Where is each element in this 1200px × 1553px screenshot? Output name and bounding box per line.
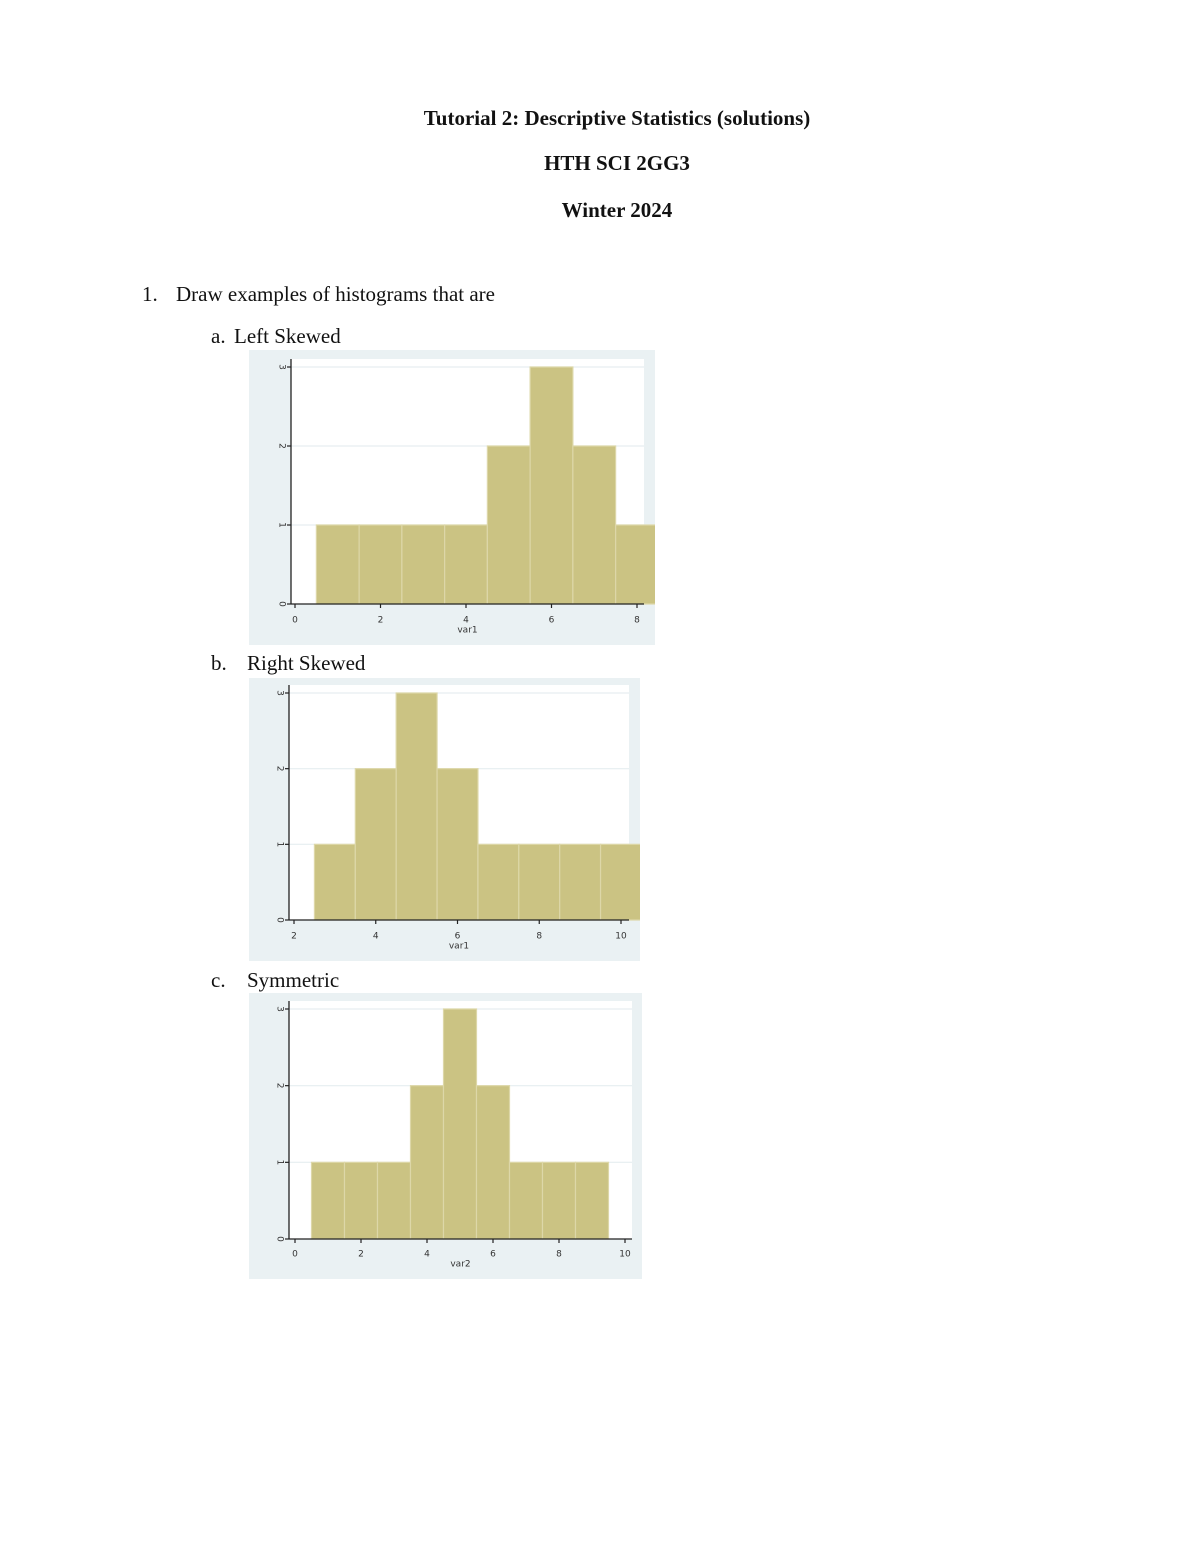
x-axis-label: var1 (457, 626, 477, 636)
x-tick-label: 6 (490, 1250, 496, 1260)
x-tick-label: 6 (549, 616, 555, 626)
y-tick-label: 0 (275, 1236, 285, 1242)
histogram-bar (475, 1085, 511, 1240)
question-number: 1. (142, 282, 158, 306)
histogram-bar (574, 1161, 610, 1240)
histogram-bar (395, 692, 438, 921)
histogram-bar (436, 768, 479, 921)
histogram-bar (508, 1161, 544, 1240)
y-tick-label: 3 (275, 1006, 285, 1012)
histogram-svg: 0 1 2 3 0 2 4 6 8 var1 (277, 359, 655, 636)
x-tick-label: 2 (291, 932, 297, 942)
histogram-bar (541, 1161, 577, 1240)
x-tick-label: 10 (619, 1250, 631, 1260)
term: Winter 2024 (561, 198, 673, 222)
histogram-bar (444, 524, 488, 605)
histogram-bar (354, 768, 397, 921)
histogram-bar (409, 1085, 445, 1240)
x-tick-label: 8 (556, 1250, 562, 1260)
histogram-bar (477, 843, 520, 921)
course-code: HTH SCI 2GG3 (544, 151, 690, 175)
part-a-text: Left Skewed (234, 324, 341, 348)
y-tick-label: 2 (275, 1083, 285, 1089)
part-b-label: b. (211, 651, 227, 675)
question-text: Draw examples of histograms that are (176, 282, 495, 306)
part-b-text: Right Skewed (247, 651, 366, 675)
histogram-symmetric: 0 1 2 3 0 2 4 6 8 10 var2 (249, 993, 642, 1279)
histogram-bar (486, 445, 531, 605)
histogram-bar (313, 843, 356, 921)
y-tick-label: 3 (275, 690, 285, 696)
histogram-bar (358, 524, 403, 605)
histogram-bar (518, 843, 561, 921)
y-tick-label: 1 (277, 522, 287, 528)
y-tick-label: 2 (277, 443, 287, 449)
histogram-bar (559, 843, 602, 921)
y-tick-label: 1 (275, 1159, 285, 1165)
histogram-bar (310, 1161, 346, 1240)
x-tick-label: 4 (373, 932, 379, 942)
y-tick-label: 1 (275, 841, 285, 847)
histogram-svg: 0 1 2 3 0 2 4 6 8 10 var2 (275, 1001, 632, 1270)
part-a-label: a. (211, 324, 226, 348)
histogram-right-skewed: 0 1 2 3 2 4 6 8 10 var1 (249, 678, 640, 961)
x-tick-label: 2 (378, 616, 384, 626)
x-tick-label: 0 (292, 616, 298, 626)
y-tick-label: 2 (275, 766, 285, 772)
x-tick-label: 4 (424, 1250, 430, 1260)
part-c-text: Symmetric (247, 968, 340, 992)
histogram-bar (376, 1161, 412, 1240)
histogram-bar (315, 524, 360, 605)
x-axis-label: var2 (450, 1260, 470, 1270)
x-tick-label: 8 (634, 616, 640, 626)
histogram-bar (442, 1008, 478, 1240)
histogram-left-skewed: 0 1 2 3 0 2 4 6 8 var1 (249, 350, 655, 645)
x-tick-label: 8 (536, 932, 542, 942)
histogram-bar (615, 524, 655, 605)
x-tick-label: 10 (615, 932, 627, 942)
y-tick-label: 0 (275, 917, 285, 923)
x-tick-label: 4 (463, 616, 469, 626)
histogram-bar (529, 366, 574, 605)
histogram-bar (343, 1161, 379, 1240)
y-tick-label: 0 (277, 601, 287, 607)
x-tick-label: 0 (292, 1250, 298, 1260)
histogram-bar (572, 445, 617, 605)
histogram-svg: 0 1 2 3 2 4 6 8 10 var1 (275, 685, 640, 952)
part-c-label: c. (211, 968, 226, 992)
x-axis-label: var1 (449, 942, 469, 952)
histogram-bar (599, 843, 640, 921)
y-tick-label: 3 (277, 364, 287, 370)
x-tick-label: 2 (358, 1250, 364, 1260)
histogram-bar (401, 524, 446, 605)
document-title: Tutorial 2: Descriptive Statistics (solu… (423, 106, 811, 130)
x-tick-label: 6 (455, 932, 461, 942)
